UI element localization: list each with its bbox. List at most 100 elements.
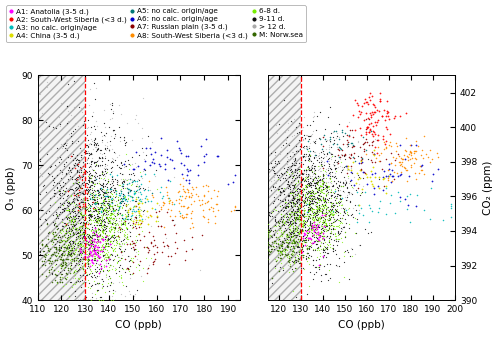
Point [126, 194, 134, 199]
Point [302, 193, 310, 199]
Point [336, 145, 344, 150]
Point [369, 123, 377, 129]
Point [73, 162, 81, 167]
Point [318, 178, 326, 184]
Point [75, 238, 83, 244]
Point [86, 163, 94, 169]
Point [59, 283, 67, 289]
Point [117, 161, 125, 166]
Point [116, 152, 124, 158]
Point [321, 211, 329, 217]
Point [345, 226, 353, 231]
Point [114, 225, 122, 230]
Point [317, 184, 325, 189]
Point [105, 77, 113, 83]
Point [308, 162, 316, 167]
Point [87, 250, 95, 255]
Point [81, 251, 89, 257]
Point [102, 180, 110, 186]
Point [328, 156, 336, 162]
Point [110, 229, 118, 235]
Point [294, 215, 302, 221]
Point [311, 190, 319, 196]
Point [328, 201, 336, 206]
Point [126, 219, 134, 225]
Point [69, 157, 77, 163]
Point [120, 178, 128, 184]
Point [295, 193, 303, 199]
Point [175, 188, 183, 194]
Point [92, 86, 100, 91]
Point [296, 230, 304, 235]
Point [39, 184, 47, 189]
Point [111, 225, 119, 230]
Point [117, 188, 125, 194]
Point [283, 213, 291, 219]
Point [396, 173, 404, 178]
Point [314, 173, 322, 178]
Point [318, 184, 326, 189]
Point [310, 233, 318, 238]
Point [363, 139, 371, 144]
Point [72, 208, 80, 213]
Point [74, 157, 82, 163]
Point [68, 223, 76, 229]
Point [365, 202, 373, 208]
Point [303, 182, 311, 187]
Point [294, 204, 302, 210]
Point [306, 215, 314, 221]
Point [76, 212, 84, 217]
Point [303, 202, 311, 207]
Point [315, 197, 323, 203]
Point [318, 163, 326, 168]
Point [294, 177, 302, 182]
Point [270, 194, 278, 200]
Point [100, 250, 108, 255]
Point [75, 159, 83, 165]
Point [286, 246, 294, 252]
Point [93, 264, 101, 270]
Point [314, 215, 322, 221]
Point [322, 213, 330, 218]
Point [74, 244, 82, 250]
Point [288, 169, 296, 175]
Point [90, 140, 98, 145]
Point [288, 228, 296, 234]
Point [85, 215, 93, 221]
Point [136, 186, 143, 191]
Point [301, 191, 309, 197]
Point [120, 179, 128, 184]
Point [304, 213, 312, 218]
Point [350, 143, 358, 149]
Point [109, 215, 117, 221]
Point [56, 256, 64, 262]
Point [308, 193, 316, 199]
Point [86, 245, 94, 250]
Point [314, 245, 322, 251]
Point [74, 161, 82, 167]
Point [87, 269, 95, 274]
Point [92, 148, 100, 154]
Point [108, 252, 116, 258]
Point [126, 207, 134, 212]
Point [81, 175, 89, 181]
Point [353, 216, 361, 222]
Point [298, 194, 306, 200]
Point [318, 207, 326, 213]
Point [70, 176, 78, 181]
Point [278, 186, 285, 191]
Point [60, 241, 68, 247]
Point [286, 200, 294, 205]
Point [343, 185, 351, 190]
Point [110, 198, 118, 203]
Point [280, 185, 288, 190]
Point [272, 170, 280, 176]
Point [150, 234, 158, 239]
Point [292, 211, 300, 216]
Point [74, 193, 82, 198]
Point [312, 264, 320, 270]
Point [130, 167, 138, 172]
Point [373, 119, 381, 125]
Point [78, 204, 86, 210]
Point [355, 161, 363, 166]
